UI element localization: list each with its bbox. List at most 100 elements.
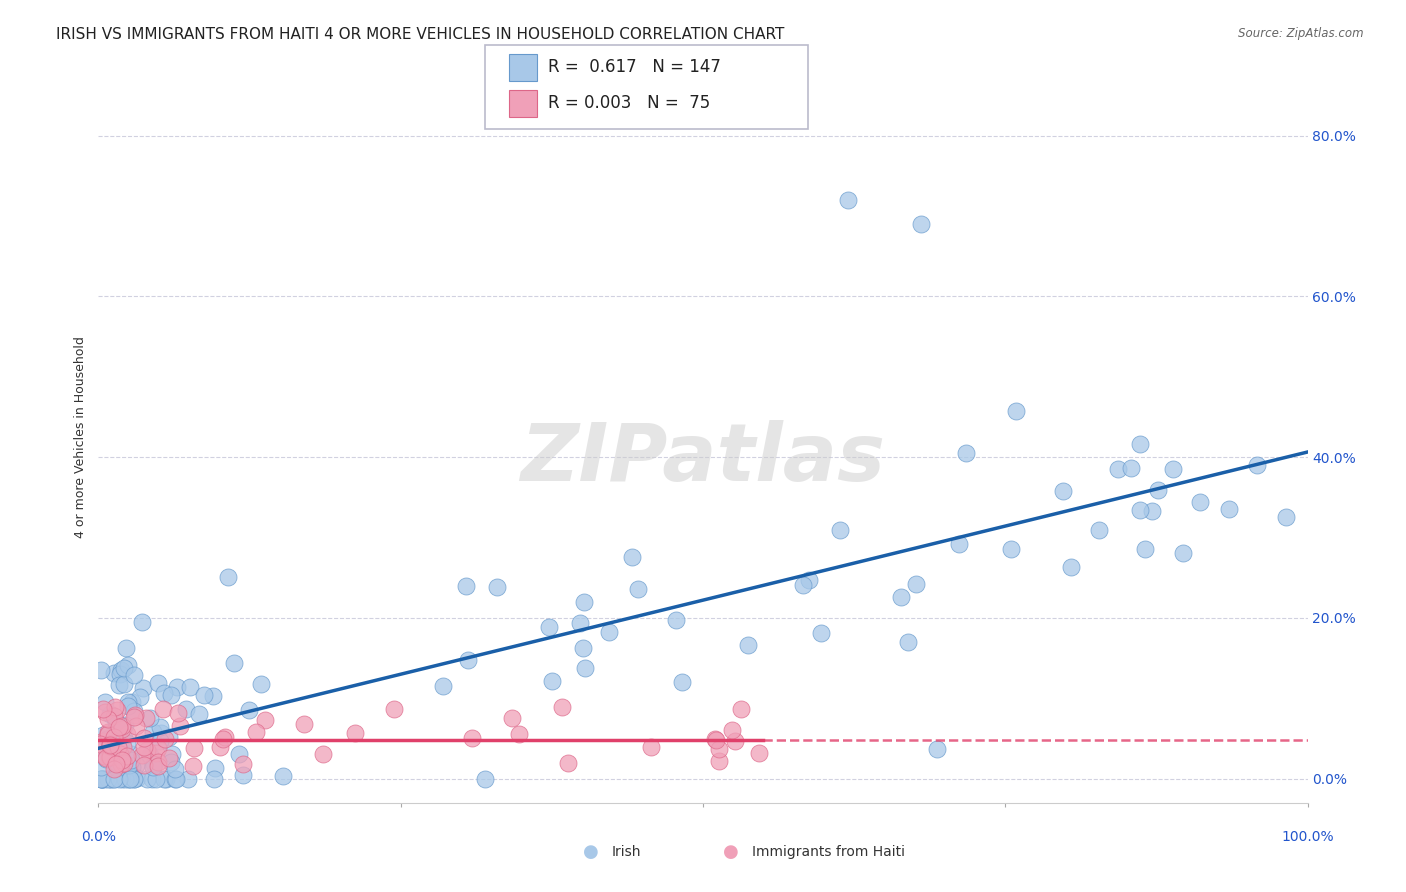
Point <box>232 768 254 782</box>
Point <box>204 761 226 775</box>
Point <box>730 701 752 715</box>
Text: ZIPatlas: ZIPatlas <box>520 420 886 498</box>
Point <box>311 747 333 762</box>
Point <box>112 661 135 675</box>
Point <box>91 772 114 786</box>
Point <box>103 772 125 786</box>
Point <box>704 732 727 747</box>
Point <box>148 720 170 734</box>
Point <box>541 673 564 688</box>
Point <box>574 661 596 675</box>
Point <box>105 718 128 732</box>
Point <box>91 734 114 748</box>
Point <box>110 718 132 732</box>
Point <box>103 772 125 786</box>
Point <box>125 771 148 785</box>
Point <box>574 594 596 608</box>
Point <box>598 624 620 639</box>
Point <box>122 710 145 724</box>
Point <box>114 717 136 731</box>
Point <box>228 747 250 761</box>
Text: 0.0%: 0.0% <box>82 830 115 844</box>
Point <box>110 667 132 681</box>
Point <box>626 582 648 596</box>
Point <box>142 725 165 739</box>
Point <box>115 727 138 741</box>
Point <box>160 747 183 762</box>
Point <box>139 747 162 762</box>
Point <box>456 579 478 593</box>
Point <box>1129 503 1152 517</box>
Point <box>114 772 136 786</box>
Text: R = 0.003   N =  75: R = 0.003 N = 75 <box>548 94 710 112</box>
Point <box>737 638 759 652</box>
Point <box>1140 504 1163 518</box>
Text: ●: ● <box>723 843 740 861</box>
Point <box>621 549 644 564</box>
Point <box>1218 502 1240 516</box>
Point <box>152 772 174 786</box>
Point <box>176 772 198 786</box>
Point <box>569 616 592 631</box>
Point <box>166 680 188 694</box>
Point <box>157 750 180 764</box>
Point <box>1060 560 1083 574</box>
Point <box>110 663 132 677</box>
Point <box>135 711 157 725</box>
Point <box>117 772 139 786</box>
Point <box>143 757 166 772</box>
Point <box>910 217 932 231</box>
Point <box>720 723 742 738</box>
Point <box>1147 483 1170 497</box>
Point <box>176 702 198 716</box>
Point <box>152 702 174 716</box>
Point <box>165 772 187 786</box>
Point <box>115 736 138 750</box>
Point <box>382 702 405 716</box>
Point <box>183 759 205 773</box>
Point <box>121 760 143 774</box>
Point <box>107 772 129 786</box>
Point <box>91 728 114 742</box>
Point <box>432 680 454 694</box>
Point <box>105 715 128 730</box>
Point <box>112 676 135 690</box>
Point <box>1052 484 1074 499</box>
Point <box>103 730 125 744</box>
Point <box>91 702 114 716</box>
Point <box>799 573 821 587</box>
Point <box>135 743 157 757</box>
Point <box>117 698 139 713</box>
Point <box>1000 541 1022 556</box>
Point <box>122 668 145 682</box>
Point <box>1246 458 1268 473</box>
Text: R =  0.617   N = 147: R = 0.617 N = 147 <box>548 58 721 76</box>
Point <box>927 742 949 756</box>
Point <box>90 760 112 774</box>
Point <box>100 737 122 751</box>
Point <box>837 193 859 207</box>
Point <box>97 724 120 739</box>
Point <box>572 640 595 655</box>
Point <box>132 758 155 772</box>
Point <box>155 772 177 786</box>
Point <box>810 626 832 640</box>
Point <box>904 577 927 591</box>
Point <box>1171 546 1194 560</box>
Point <box>136 772 159 786</box>
Point <box>131 615 153 629</box>
Point <box>94 748 117 763</box>
Point <box>148 676 170 690</box>
Point <box>139 711 162 725</box>
Point <box>948 537 970 551</box>
Point <box>222 657 245 671</box>
Point <box>98 749 121 764</box>
Point <box>343 726 366 740</box>
Point <box>103 762 125 776</box>
Point <box>104 755 127 769</box>
Point <box>125 758 148 772</box>
Point <box>141 772 163 786</box>
Point <box>118 772 141 786</box>
Point <box>204 772 226 786</box>
Point <box>97 727 120 741</box>
